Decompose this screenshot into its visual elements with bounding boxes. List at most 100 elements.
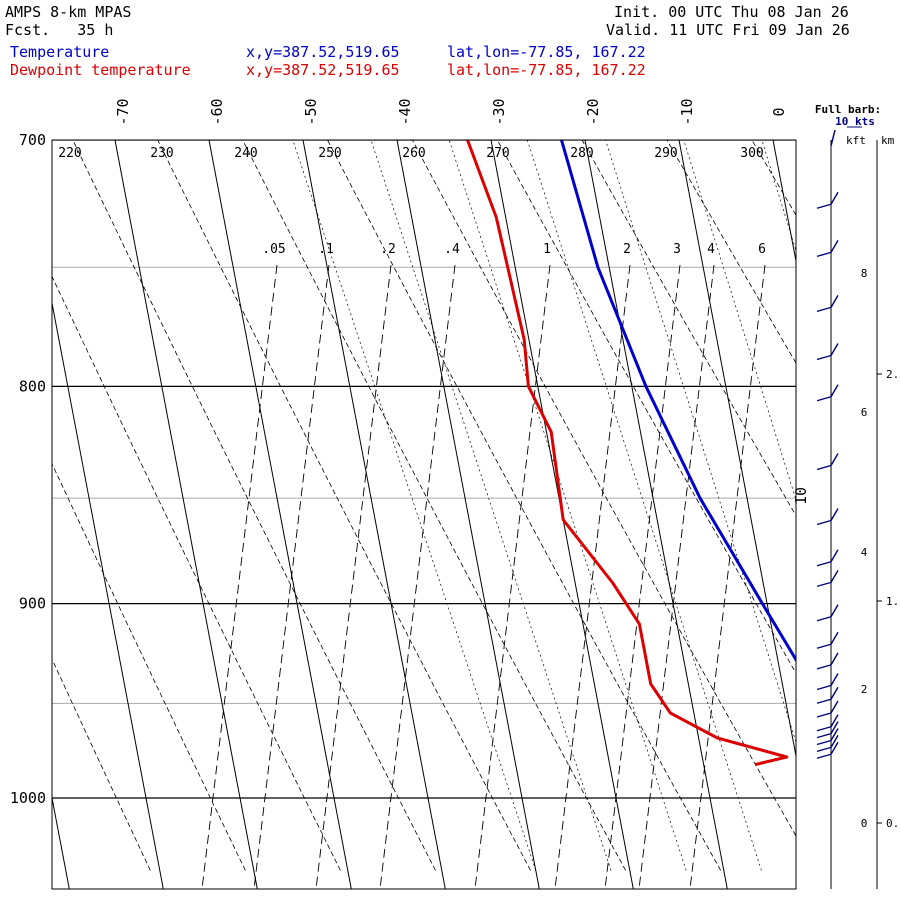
dry-adiabat-line xyxy=(751,140,796,216)
legend-dewpoint-latlon: lat,lon=-77.85, 167.22 xyxy=(447,61,646,79)
dry-adiabat-line xyxy=(242,140,626,871)
wind-barb-flag xyxy=(830,508,839,521)
moist-adiabat-line xyxy=(526,140,762,871)
wind-barb-shaft xyxy=(816,464,832,471)
barb-legend-sample xyxy=(830,129,836,147)
wind-barb-flag xyxy=(830,453,839,466)
isotherm-line xyxy=(302,140,446,889)
dry-adiabat-line xyxy=(52,658,151,871)
init-label: Init. xyxy=(614,3,660,21)
wind-barb xyxy=(816,453,839,471)
wind-barb-shaft xyxy=(816,698,832,704)
wind-barb-shaft xyxy=(816,306,832,313)
init-value: 00 UTC Thu 08 Jan 26 xyxy=(668,3,849,21)
kft-tick-label: 2 xyxy=(861,683,868,696)
mixing-ratio-line xyxy=(474,264,551,889)
moist-adiabat-line xyxy=(448,140,687,871)
wind-barb-shaft xyxy=(816,746,832,753)
dry-adiabat-line xyxy=(411,140,796,837)
wind-barb-shaft xyxy=(816,519,832,526)
dry-adiabat-label: 290 xyxy=(654,146,677,161)
kft-tick-label: 4 xyxy=(861,546,868,559)
mixing-ratio-line xyxy=(604,264,681,889)
isotherm-label: -70 xyxy=(114,98,132,125)
wind-barb-flag xyxy=(830,735,839,748)
wind-barb xyxy=(816,384,839,402)
km-tick-label: 2. xyxy=(886,368,899,381)
wind-barb-flag xyxy=(830,343,839,356)
wind-barb-shaft xyxy=(816,396,832,402)
isotherm-label: -10 xyxy=(678,98,696,125)
mixing-ratio-label: 2 xyxy=(623,242,631,257)
wind-barb xyxy=(816,735,839,753)
mixing-ratio-label: 4 xyxy=(707,242,715,257)
wind-barb-flag xyxy=(830,714,839,728)
dry-adiabat-label: 270 xyxy=(486,146,509,161)
init-time: Init. 00 UTC Thu 08 Jan 26 xyxy=(614,4,849,21)
wind-barb-flag xyxy=(830,686,839,700)
sounding-series xyxy=(466,140,796,766)
isotherm-label: 10 xyxy=(792,487,810,505)
dry-adiabat-line xyxy=(666,140,796,364)
wind-barb-flag xyxy=(830,295,839,308)
wind-barb-flag xyxy=(830,604,839,618)
wind-barb xyxy=(816,652,839,670)
moist-adiabat-line xyxy=(605,140,796,744)
mixing-ratio-line xyxy=(554,264,631,889)
isotherm-label: -50 xyxy=(302,98,320,125)
wind-barb-flag xyxy=(830,570,839,583)
wind-barb-flag xyxy=(830,549,839,563)
isotherm-line xyxy=(208,140,352,889)
model-title: AMPS 8-km MPAS xyxy=(5,3,132,21)
wind-barb-shaft xyxy=(816,712,832,718)
pressure-tick-label: 800 xyxy=(19,377,46,395)
mixing-ratio-label: .4 xyxy=(444,242,460,257)
moist-adiabat-line xyxy=(370,140,612,871)
wind-barb-flag xyxy=(830,673,839,686)
wind-barb-shaft xyxy=(816,581,832,588)
dry-adiabat-label: 220 xyxy=(58,146,81,161)
kft-tick-label: 8 xyxy=(861,267,868,280)
wind-barb-flag xyxy=(830,631,839,645)
wind-barb-flag xyxy=(830,652,839,666)
isotherm-line xyxy=(114,140,258,889)
wind-barb-flag xyxy=(830,728,839,741)
dewpoint-line xyxy=(466,140,789,766)
barb-legend-value: 10 kts xyxy=(835,115,875,128)
wind-barb-shaft xyxy=(816,753,832,759)
dry-adiabat-line xyxy=(581,140,796,517)
mixing-ratio-line xyxy=(689,264,766,889)
dry-adiabat-label: 240 xyxy=(234,146,257,161)
wind-barb xyxy=(816,673,839,691)
wind-barb-flag xyxy=(830,384,839,398)
isotherm-line xyxy=(52,795,70,889)
isotherm-label: -40 xyxy=(396,98,414,125)
wind-barb xyxy=(816,508,839,526)
dry-adiabat-label: 300 xyxy=(740,146,763,161)
legend-temperature-latlon: lat,lon=-77.85, 167.22 xyxy=(447,43,646,61)
isotherm-line xyxy=(678,140,796,759)
forecast-label: Fcst. 35 h xyxy=(5,22,113,39)
pressure-tick-label: 1000 xyxy=(10,789,46,807)
wind-barb-shaft xyxy=(816,354,832,361)
isotherm-line xyxy=(584,140,728,889)
dry-adiabat-label: 230 xyxy=(150,146,173,161)
km-tick-label: 0. xyxy=(886,817,899,830)
wind-barb-flag xyxy=(830,191,839,205)
wind-barb xyxy=(816,240,839,258)
mixing-ratio-label: .2 xyxy=(380,242,396,257)
dry-adiabat-line xyxy=(52,275,341,871)
temperature-line xyxy=(560,140,796,663)
legend-dewpoint-label: Dewpoint temperature xyxy=(10,61,191,79)
dry-adiabat-line xyxy=(496,140,796,674)
isotherm-line xyxy=(396,140,540,889)
legend-temperature-xy: x,y=387.52,519.65 xyxy=(246,43,400,61)
moist-adiabat-line xyxy=(832,114,900,871)
dry-adiabat-line xyxy=(72,140,436,871)
wind-barb xyxy=(816,191,839,209)
wind-barb-shaft xyxy=(816,616,832,622)
mixing-ratio-line xyxy=(201,264,278,889)
wind-barb-shaft xyxy=(816,203,832,209)
isotherm-label: -60 xyxy=(208,98,226,125)
